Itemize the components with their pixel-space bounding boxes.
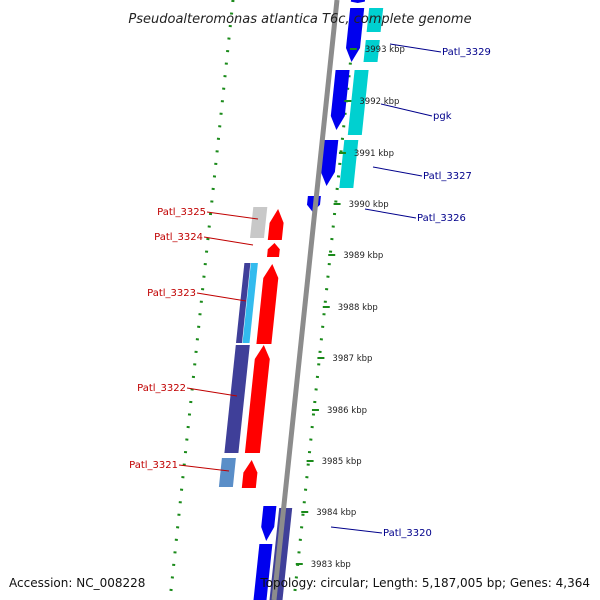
gene-feature-patl-3325[interactable] xyxy=(250,207,268,238)
gene-feature-patl-3327[interactable] xyxy=(320,140,339,186)
scale-label: 3987 kbp xyxy=(332,354,372,364)
dotted-guide-left xyxy=(168,0,235,600)
gene-feature-patl-3323[interactable] xyxy=(256,264,279,344)
gene-label-patl-3326[interactable]: Patl_3326 xyxy=(417,213,466,224)
genome-backbone xyxy=(271,0,340,600)
gene-label-patl-3327[interactable]: Patl_3327 xyxy=(423,171,472,182)
gene-feature-cyan[interactable] xyxy=(339,140,359,188)
gene-feature-patl-3322[interactable] xyxy=(244,345,270,453)
label-leader-line xyxy=(206,211,259,220)
scale-label: 3985 kbp xyxy=(322,457,362,467)
gene-features xyxy=(218,0,384,600)
gene-label-patl-3320[interactable]: Patl_3320 xyxy=(383,528,432,539)
label-leader-line xyxy=(196,292,247,302)
gene-feature-slate[interactable] xyxy=(224,345,250,453)
scale-label: 3991 kbp xyxy=(354,149,394,159)
topology-label: Topology: circular; Length: 5,187,005 bp… xyxy=(259,576,590,590)
scale-label: 3989 kbp xyxy=(343,251,383,261)
gene-feature-light-blue[interactable] xyxy=(242,263,258,343)
gene-feature-patl-3321[interactable] xyxy=(241,460,258,488)
scale-label: 3983 kbp xyxy=(311,560,351,570)
gene-feature-patl-3320[interactable] xyxy=(261,506,277,541)
label-leader-line xyxy=(178,464,230,472)
gene-feature-blue[interactable] xyxy=(253,544,273,600)
gene-feature-pgk[interactable] xyxy=(330,70,350,130)
scale-label: 3993 kbp xyxy=(365,45,405,55)
label-leader-line xyxy=(380,103,433,117)
gene-label-patl-3324[interactable]: Patl_3324 xyxy=(154,232,203,243)
gene-label-patl-3325[interactable]: Patl_3325 xyxy=(157,207,206,218)
gene-feature-cyan[interactable] xyxy=(363,40,380,62)
gene-label-patl-3322[interactable]: Patl_3322 xyxy=(137,383,186,394)
scale-label: 3988 kbp xyxy=(338,303,378,313)
gene-feature-patl-3325-arrow[interactable] xyxy=(267,209,284,240)
gene-label-patl-3329[interactable]: Patl_3329 xyxy=(442,47,491,58)
gene-label-patl-3323[interactable]: Patl_3323 xyxy=(147,288,196,299)
gene-feature-patl-3324[interactable] xyxy=(267,243,280,257)
scale-ticks: 3993 kbp 3992 kbp 3991 kbp 3990 kbp 3989 kbp… xyxy=(295,45,405,570)
label-leader-line xyxy=(389,43,442,53)
label-leader-line xyxy=(372,166,423,177)
accession-label: Accession: NC_008228 xyxy=(9,576,145,590)
label-leader-line xyxy=(203,236,254,246)
gene-feature-slate[interactable] xyxy=(236,263,251,343)
scale-label: 3992 kbp xyxy=(359,97,399,107)
scale-label: 3990 kbp xyxy=(349,200,389,210)
label-leader-line xyxy=(330,526,383,534)
scale-label: 3984 kbp xyxy=(316,508,356,518)
gene-label-pgk[interactable]: pgk xyxy=(433,111,452,122)
gene-label-patl-3321[interactable]: Patl_3321 xyxy=(129,460,178,471)
gene-feature-steel[interactable] xyxy=(218,458,236,487)
label-leader-line xyxy=(186,387,238,397)
map-title: Pseudoalteromonas atlantica T6c, complet… xyxy=(128,12,471,27)
label-leader-line xyxy=(364,208,417,219)
gene-feature-cyan[interactable] xyxy=(366,8,384,32)
gene-feature-cyan[interactable] xyxy=(347,70,369,135)
gene-feature-patl-3330[interactable] xyxy=(350,0,365,3)
scale-label: 3986 kbp xyxy=(327,406,367,416)
